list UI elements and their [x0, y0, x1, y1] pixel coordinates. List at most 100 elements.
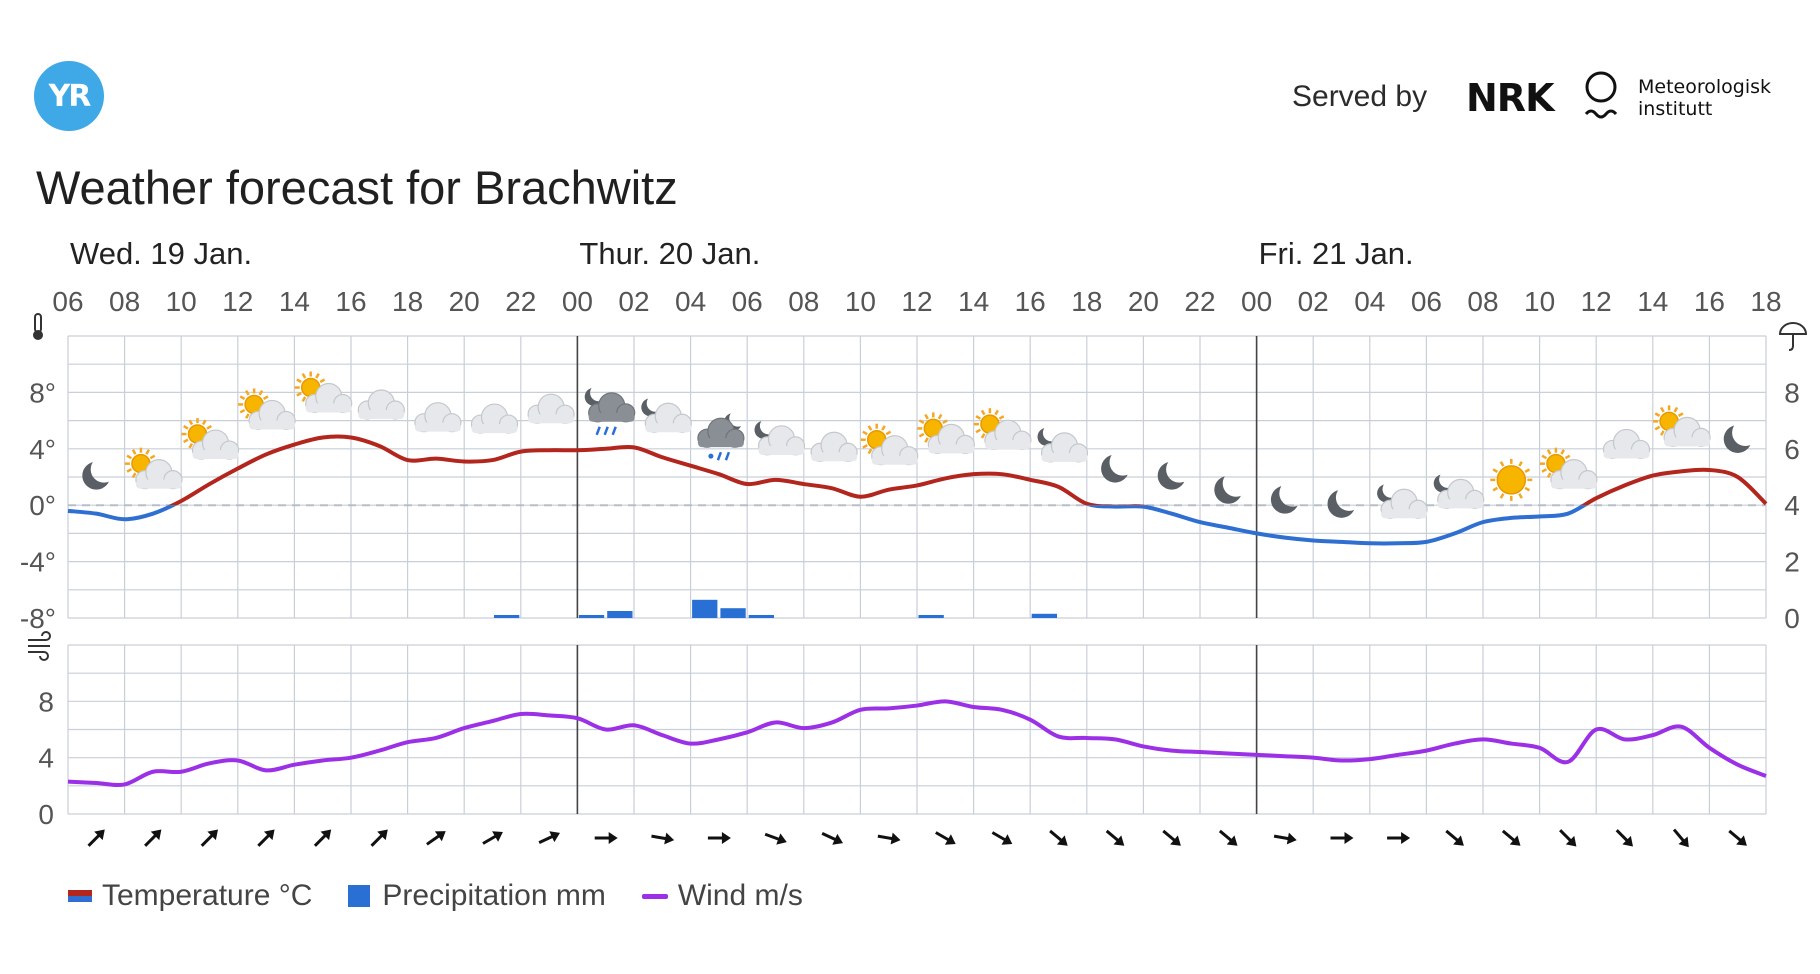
sun-cloud-icon — [860, 423, 919, 466]
precip-axis-label: 0 — [1784, 603, 1800, 634]
moon-cloud-icon — [641, 398, 692, 433]
precip-axis-label: 2 — [1784, 547, 1800, 578]
hour-tick-label: 04 — [1354, 286, 1385, 317]
hour-tick-label: 12 — [1581, 286, 1612, 317]
day-label: Fri. 21 Jan. — [1259, 236, 1414, 271]
precip-bar — [578, 615, 605, 618]
hour-tick-label: 18 — [1750, 286, 1781, 317]
temp-axis-label: -4° — [20, 547, 56, 578]
temp-axis-label: 0° — [29, 490, 56, 521]
wind-direction-arrow — [764, 832, 787, 845]
wind-direction-arrow — [1672, 828, 1689, 848]
wind-direction-arrow — [935, 831, 956, 845]
hour-tick-label: 08 — [1467, 286, 1498, 317]
sun-cloud-icon — [294, 371, 353, 414]
temp-axis-label: -8° — [20, 603, 56, 634]
forecast-chart: Wed. 19 Jan. Thur. 20 Jan. Fri. 21 Jan.06 0… — [20, 236, 1808, 848]
precip-bar — [692, 599, 718, 618]
hour-tick-label: 22 — [1184, 286, 1215, 317]
moon-cloud-icon — [1377, 484, 1428, 519]
cloud-icon — [357, 389, 405, 420]
wind-direction-arrow — [370, 829, 388, 847]
wind-axis-label: 0 — [38, 799, 54, 830]
hour-tick-label: 20 — [449, 286, 480, 317]
hour-tick-label: 14 — [279, 286, 310, 317]
hour-tick-label: 06 — [52, 286, 83, 317]
cloud-icon — [810, 431, 858, 462]
wind-direction-arrow — [821, 831, 843, 845]
temp-axis-label: 4° — [29, 434, 56, 465]
wind-direction-arrow — [594, 832, 618, 844]
hour-tick-label: 14 — [1637, 286, 1668, 317]
sun-cloud-icon — [973, 408, 1032, 450]
wind-direction-arrow — [1105, 829, 1125, 846]
precip-bar — [494, 615, 520, 618]
day-label: Thur. 20 Jan. — [579, 236, 760, 271]
wind-axis-label: 4 — [38, 743, 54, 774]
precipitation-swatch — [348, 885, 371, 907]
wind-direction-arrow — [426, 831, 446, 846]
met-logo-icon — [1584, 71, 1618, 119]
yr-logo: YR — [34, 61, 104, 131]
hour-tick-label: 18 — [1071, 286, 1102, 317]
wind-direction-arrow — [1273, 832, 1297, 845]
wind-direction-arrow — [482, 831, 503, 845]
sun-cloud-icon — [1539, 447, 1598, 490]
wind-direction-arrow — [877, 832, 901, 845]
hour-tick-label: 14 — [958, 286, 989, 317]
nrk-logo: NRK — [1466, 76, 1555, 120]
moon-icon — [1157, 461, 1186, 490]
wind-direction-arrow — [1445, 829, 1464, 846]
temperature-line-cold — [67, 505, 1765, 546]
hour-tick-label: 20 — [1128, 286, 1159, 317]
wind-direction-arrow — [991, 831, 1013, 845]
met-line-1: Meteorologisk — [1638, 76, 1772, 98]
sun-cloud-icon — [238, 388, 296, 431]
umbrella-icon — [1778, 322, 1808, 351]
hour-tick-label: 00 — [1241, 286, 1272, 317]
sun-cloud-icon — [124, 447, 183, 490]
hour-tick-label: 00 — [562, 286, 593, 317]
moon-icon — [1723, 425, 1752, 453]
sun-icon — [1490, 458, 1533, 501]
chart-legend: Temperature °C Precipitation mm Wind m/s — [68, 879, 839, 913]
sun-cloud-icon — [181, 418, 240, 460]
wind-direction-arrow — [1330, 832, 1354, 844]
legend-wind: Wind m/s — [641, 879, 803, 913]
cloud-icon — [470, 403, 519, 434]
wind-axis-label: 8 — [38, 686, 54, 717]
legend-precipitation-label: Precipitation mm — [382, 879, 606, 912]
met-line-2: institutt — [1638, 98, 1713, 120]
temperature-line-warm — [168, 434, 1768, 506]
wind-direction-arrow — [1615, 829, 1633, 847]
wind-icon — [28, 631, 51, 661]
wind-direction-arrow — [1728, 829, 1747, 846]
hour-tick-label: 10 — [166, 286, 197, 317]
moon-icon — [1214, 475, 1243, 504]
hour-tick-label: 08 — [109, 286, 140, 317]
moon-cloud-icon — [1037, 427, 1089, 463]
precip-bar — [720, 608, 746, 618]
wind-direction-arrow — [651, 832, 675, 845]
wind-direction-arrow — [707, 832, 731, 844]
wind-direction-arrow — [1162, 829, 1181, 846]
moon-cloud-sleet-icon — [697, 413, 745, 461]
wind-direction-arrow — [1559, 829, 1577, 847]
met-logo-text: Meteorologisk institutt — [1638, 76, 1771, 120]
hour-tick-label: 18 — [392, 286, 423, 317]
wind-direction-arrow — [87, 829, 105, 847]
temperature-swatch — [68, 890, 92, 902]
hour-tick-label: 16 — [1694, 286, 1725, 317]
hour-tick-label: 10 — [845, 286, 876, 317]
legend-temperature: Temperature °C — [68, 879, 312, 913]
precip-axis-label: 4 — [1784, 490, 1800, 521]
cloud-icon — [527, 393, 575, 424]
precip-axis-label: 8 — [1784, 377, 1800, 408]
wind-direction-arrow — [1387, 832, 1411, 844]
wind-direction-arrow — [538, 831, 560, 845]
hour-tick-label: 12 — [901, 286, 932, 317]
hour-tick-label: 12 — [222, 286, 253, 317]
wind-direction-arrow — [1501, 829, 1521, 846]
wind-direction-arrow — [257, 829, 275, 847]
sun-cloud-icon — [1653, 405, 1711, 447]
